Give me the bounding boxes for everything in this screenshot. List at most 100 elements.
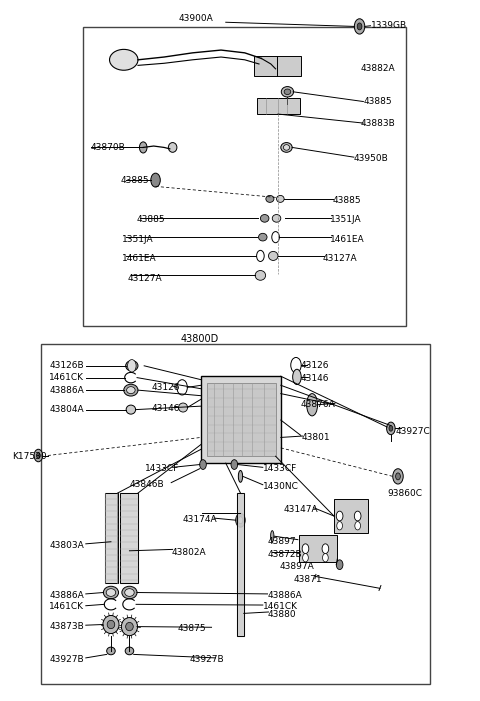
Circle shape [302, 544, 309, 554]
Bar [84, 27, 406, 326]
Text: 43146: 43146 [151, 404, 180, 413]
Text: 43875: 43875 [178, 624, 206, 633]
Text: 43883B: 43883B [361, 118, 396, 128]
Text: 43871: 43871 [294, 576, 322, 585]
Circle shape [357, 23, 362, 30]
Bar [300, 536, 337, 562]
Ellipse shape [103, 615, 119, 634]
Text: 43927B: 43927B [189, 655, 224, 665]
Ellipse shape [261, 215, 269, 222]
Text: 43886A: 43886A [49, 386, 84, 395]
Text: 1461EA: 1461EA [330, 235, 365, 244]
Text: 43127A: 43127A [323, 254, 358, 263]
Ellipse shape [255, 271, 265, 280]
Circle shape [238, 517, 243, 524]
Ellipse shape [103, 586, 119, 599]
Circle shape [128, 360, 136, 372]
Circle shape [323, 554, 328, 562]
Ellipse shape [268, 252, 278, 261]
Text: 43885: 43885 [363, 97, 392, 106]
Text: 43804A: 43804A [49, 405, 84, 414]
Ellipse shape [276, 196, 284, 203]
Ellipse shape [126, 360, 138, 371]
Text: 1461CK: 1461CK [49, 602, 84, 611]
Ellipse shape [284, 89, 291, 95]
Text: 43870B: 43870B [91, 143, 125, 152]
Circle shape [396, 473, 400, 480]
Ellipse shape [126, 622, 133, 631]
Circle shape [386, 422, 395, 435]
Text: 1351JA: 1351JA [330, 215, 362, 224]
Text: 43873B: 43873B [49, 622, 84, 631]
Text: 1433CF: 1433CF [145, 464, 180, 473]
Ellipse shape [272, 215, 281, 222]
Bar [201, 376, 281, 463]
Text: 1461CK: 1461CK [263, 602, 298, 611]
Circle shape [36, 453, 40, 458]
Text: 43900A: 43900A [179, 14, 213, 23]
Ellipse shape [281, 142, 292, 152]
Bar [120, 493, 138, 583]
Circle shape [336, 560, 343, 570]
Text: 43886A: 43886A [49, 591, 84, 600]
Bar [237, 493, 244, 636]
Ellipse shape [239, 470, 242, 482]
Text: 1430NC: 1430NC [263, 482, 299, 491]
Text: K17530: K17530 [12, 451, 47, 461]
Ellipse shape [307, 394, 318, 416]
Ellipse shape [127, 387, 135, 394]
Text: 43127A: 43127A [127, 273, 162, 283]
Text: 43897A: 43897A [279, 562, 314, 571]
Text: 43885: 43885 [333, 196, 361, 205]
Text: 43886A: 43886A [267, 591, 302, 600]
Ellipse shape [266, 196, 274, 203]
Circle shape [355, 522, 360, 530]
Ellipse shape [121, 618, 138, 636]
Bar [257, 98, 300, 114]
Ellipse shape [125, 647, 134, 655]
Bar [41, 343, 430, 684]
Circle shape [393, 469, 403, 484]
Text: 43126: 43126 [301, 361, 329, 370]
Ellipse shape [283, 144, 289, 150]
Ellipse shape [122, 586, 137, 599]
Circle shape [139, 142, 147, 153]
Circle shape [151, 173, 160, 187]
Text: 43803A: 43803A [49, 540, 84, 550]
Circle shape [389, 426, 393, 431]
Text: 43872B: 43872B [267, 550, 302, 559]
Circle shape [354, 19, 365, 34]
Text: 43846B: 43846B [130, 479, 165, 489]
Ellipse shape [281, 87, 294, 97]
Ellipse shape [107, 647, 115, 655]
Text: 43147A: 43147A [284, 505, 318, 514]
Text: 43876A: 43876A [301, 400, 336, 409]
Circle shape [336, 511, 343, 521]
Ellipse shape [179, 403, 188, 412]
Ellipse shape [259, 233, 267, 241]
Text: 43802A: 43802A [171, 547, 206, 557]
Text: 43927C: 43927C [396, 428, 431, 436]
Text: 43880: 43880 [267, 611, 296, 619]
Text: 43800D: 43800D [180, 334, 219, 343]
Circle shape [337, 522, 343, 530]
Ellipse shape [107, 620, 115, 629]
Text: 43146: 43146 [301, 374, 329, 383]
Bar [207, 383, 276, 456]
Ellipse shape [124, 384, 138, 396]
Text: 43950B: 43950B [354, 154, 389, 163]
Text: 43885: 43885 [120, 177, 149, 185]
Bar [334, 499, 368, 533]
Circle shape [34, 449, 43, 462]
Ellipse shape [106, 589, 116, 597]
Ellipse shape [126, 405, 136, 414]
Ellipse shape [168, 142, 177, 152]
Text: 93860C: 93860C [387, 489, 422, 498]
Text: 43897: 43897 [267, 537, 296, 546]
Text: 43885: 43885 [137, 215, 165, 224]
Ellipse shape [271, 531, 274, 542]
Text: 1339GB: 1339GB [371, 21, 407, 30]
Circle shape [322, 544, 329, 554]
Circle shape [200, 460, 206, 470]
Text: 43126B: 43126B [49, 361, 84, 370]
